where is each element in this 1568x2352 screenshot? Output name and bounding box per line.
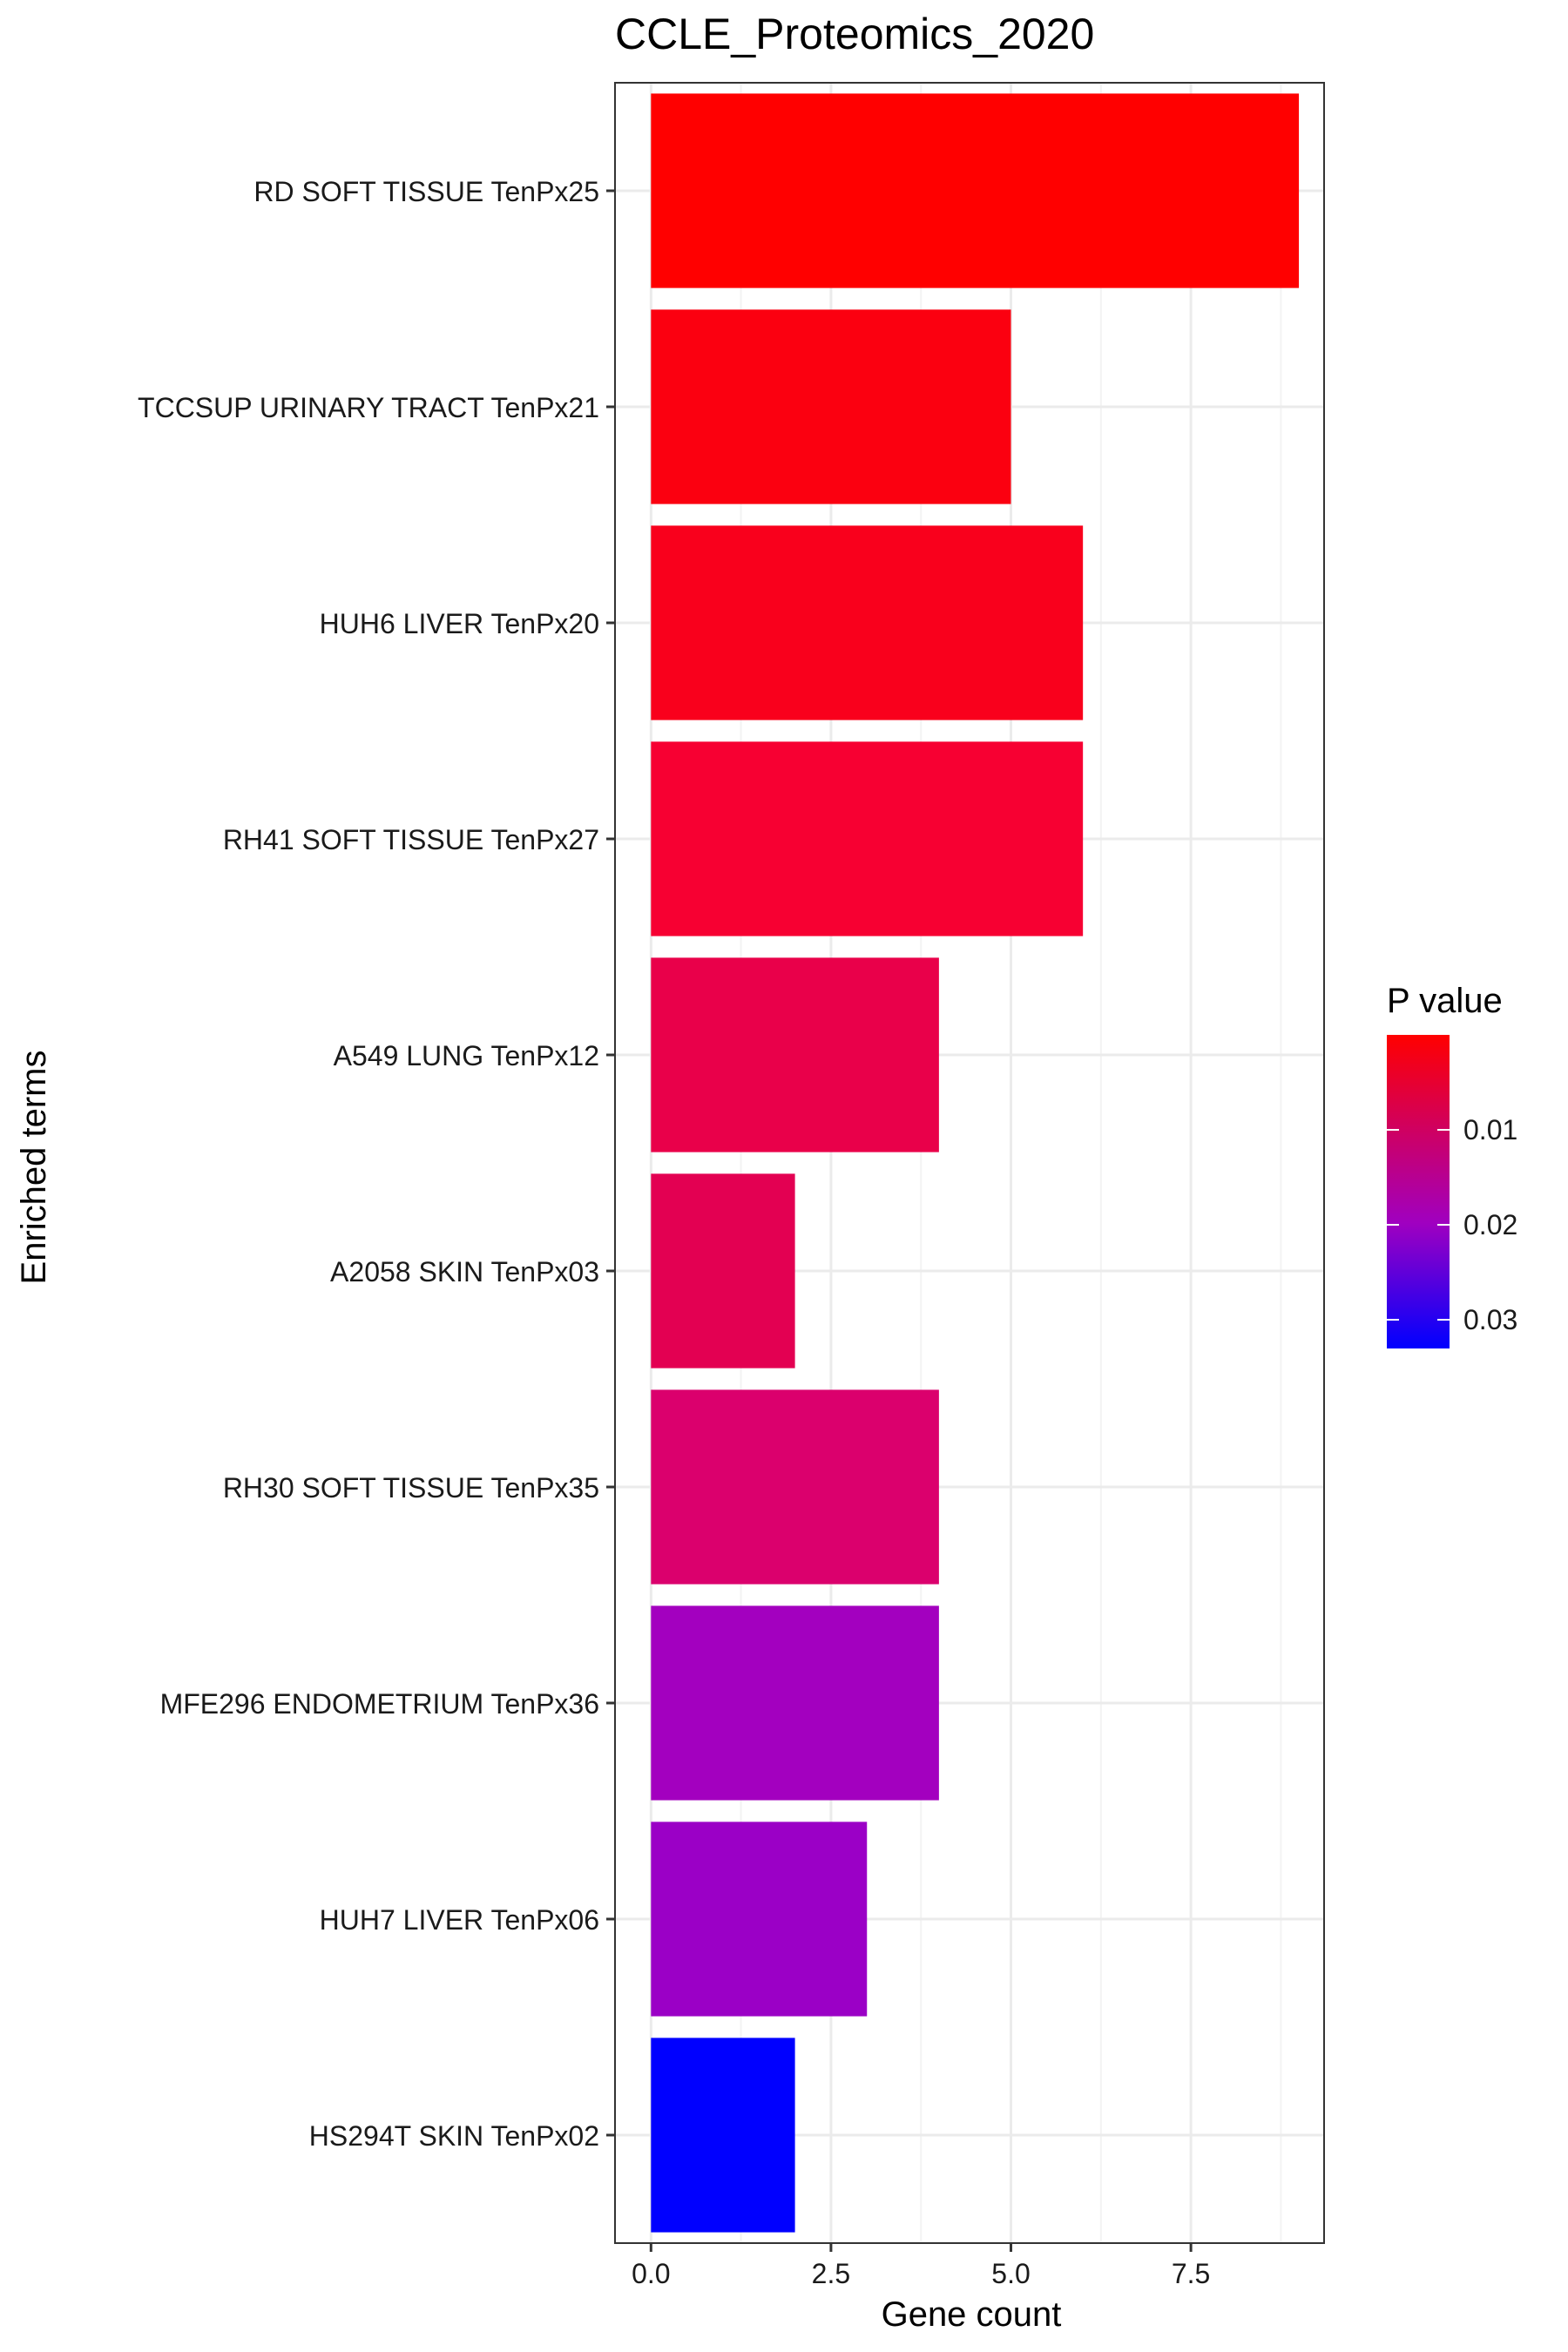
y-axis: RD SOFT TISSUE TenPx25 TCCSUP URINARY TRA… xyxy=(138,176,615,2152)
legend-tick-label: 0.01 xyxy=(1463,1114,1517,1146)
y-tick-label: A549 LUNG TenPx12 xyxy=(334,1040,599,1071)
y-tick-label: A2058 SKIN TenPx03 xyxy=(330,1256,599,1288)
y-tick-label: MFE296 ENDOMETRIUM TenPx36 xyxy=(160,1688,599,1720)
y-tick-label: RH30 SOFT TISSUE TenPx35 xyxy=(223,1472,599,1504)
bar xyxy=(651,957,939,1152)
chart-title: CCLE_Proteomics_2020 xyxy=(615,10,1094,58)
bar xyxy=(651,2038,795,2233)
x-tick-label: 0.0 xyxy=(632,2258,670,2289)
y-tick-label: HUH7 LIVER TenPx06 xyxy=(320,1904,599,1936)
bar xyxy=(651,1821,868,2017)
y-axis-label: Enriched terms xyxy=(15,1051,53,1285)
legend-colorbar xyxy=(1387,1035,1450,1348)
legend-title: P value xyxy=(1387,982,1503,1020)
x-tick-label: 7.5 xyxy=(1172,2258,1210,2289)
bar xyxy=(651,1173,795,1369)
x-axis-label: Gene count xyxy=(882,2295,1062,2334)
legend: P value 0.01 0.02 0.03 xyxy=(1387,982,1517,1348)
legend-tick-label: 0.03 xyxy=(1463,1304,1517,1335)
y-tick-label: RD SOFT TISSUE TenPx25 xyxy=(253,176,599,207)
x-axis: 0.0 2.5 5.0 7.5 xyxy=(632,2243,1210,2289)
panel-border xyxy=(614,82,1325,2244)
y-tick-label: HS294T SKIN TenPx02 xyxy=(309,2120,599,2152)
x-tick-label: 5.0 xyxy=(991,2258,1030,2289)
bar xyxy=(651,525,1084,720)
x-tick-label: 2.5 xyxy=(812,2258,850,2289)
bar xyxy=(651,1605,939,1801)
bar xyxy=(651,1389,939,1585)
bar xyxy=(651,93,1300,288)
bars xyxy=(651,93,1300,2233)
y-tick-label: RH41 SOFT TISSUE TenPx27 xyxy=(223,824,599,855)
y-tick-label: TCCSUP URINARY TRACT TenPx21 xyxy=(138,392,599,423)
legend-tick-label: 0.02 xyxy=(1463,1209,1517,1240)
y-tick-label: HUH6 LIVER TenPx20 xyxy=(320,608,599,639)
bar xyxy=(651,309,1011,504)
bar xyxy=(651,741,1084,936)
